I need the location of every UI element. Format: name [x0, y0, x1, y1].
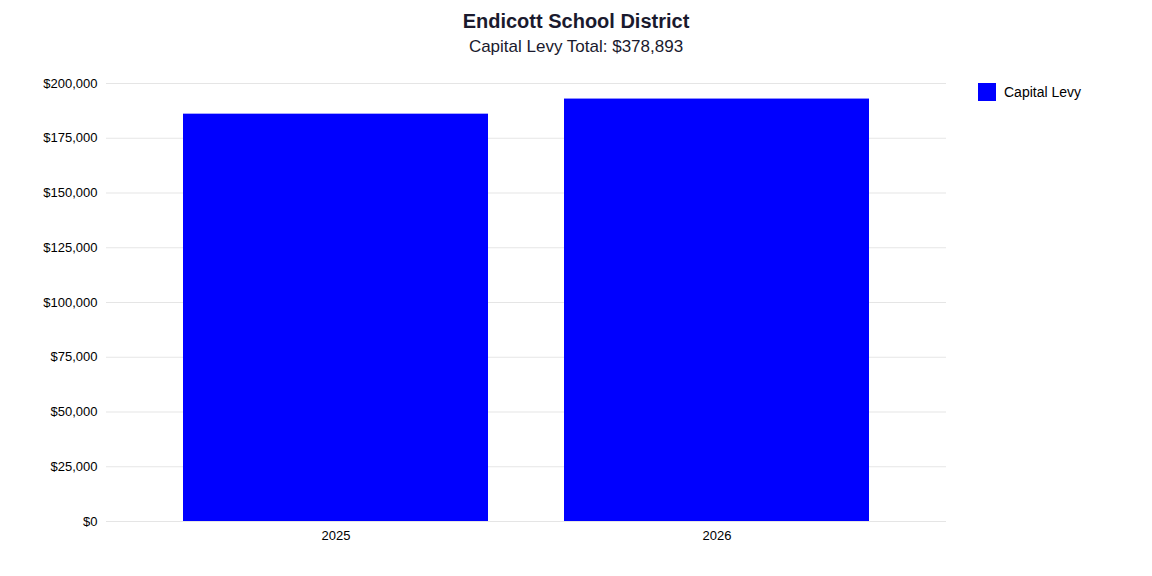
svg-text:$50,000: $50,000 — [51, 404, 98, 419]
html-text:Endicott School District: Endicott School District — [462, 10, 690, 32]
svg-text:$200,000: $200,000 — [43, 76, 97, 91]
svg-text:$100,000: $100,000 — [43, 295, 97, 310]
svg-text:$175,000: $175,000 — [43, 130, 97, 145]
html-text:Capital Levy: Capital Levy — [1004, 84, 1081, 100]
svg-text:$75,000: $75,000 — [51, 349, 98, 364]
svg-text:2025: 2025 — [322, 528, 351, 543]
svg-text:$0: $0 — [83, 514, 97, 529]
svg-text:$25,000: $25,000 — [51, 459, 98, 474]
html-text:Capital Levy Total: $378,893: Capital Levy Total: $378,893 — [468, 37, 684, 56]
svg-text:$150,000: $150,000 — [43, 185, 97, 200]
svg-text:2026: 2026 — [703, 528, 732, 543]
svg-text:$125,000: $125,000 — [43, 240, 97, 255]
